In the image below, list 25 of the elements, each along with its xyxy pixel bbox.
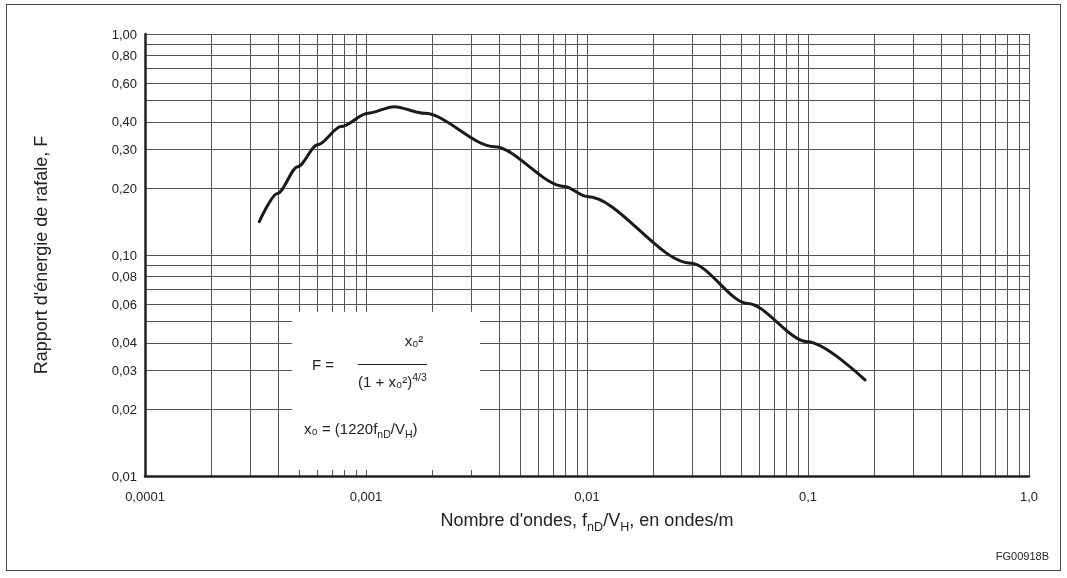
x-tick-label: 0,01 [574,489,600,504]
y-tick-label: 0,03 [111,363,137,379]
y-tick-label: 0,60 [111,75,137,91]
y-tick-label: 0,02 [111,401,137,417]
y-tick-label: 0,20 [111,180,137,196]
y-axis-title: Rapport d'énergie de rafale, F [31,135,51,375]
y-tick-label: 0,10 [111,247,137,263]
y-tick-label: 0,01 [111,468,137,484]
annotation: F = [312,356,335,373]
y-tick-label: 0,30 [111,142,137,158]
y-tick-label: 0,08 [111,268,137,284]
text: FG00918B [995,550,1049,562]
annotation: x₀² [403,332,425,349]
x-tick-label: 1,0 [1019,489,1039,504]
x-tick-label: 0,0001 [125,489,165,504]
y-tick-label: 0,40 [111,114,137,130]
y-tick-label: 1,00 [111,26,137,42]
y-tick-label: 0,06 [111,296,137,312]
annotation: (1 + x₀²)$^{4/3}$ [358,364,427,390]
y-tick-label: 0,80 [111,47,137,63]
annotation: x₀ = (1220f$_{nD}$/V$_{H}$) [304,420,418,440]
y-tick-label: 0,04 [111,335,137,351]
x-tick-label: 0,1 [798,489,818,504]
x-axis-title: Nombre d'ondes, f$_{nD}$/V$_{H}$, en ondes/m [440,510,734,534]
x-tick-label: 0,001 [349,489,383,504]
